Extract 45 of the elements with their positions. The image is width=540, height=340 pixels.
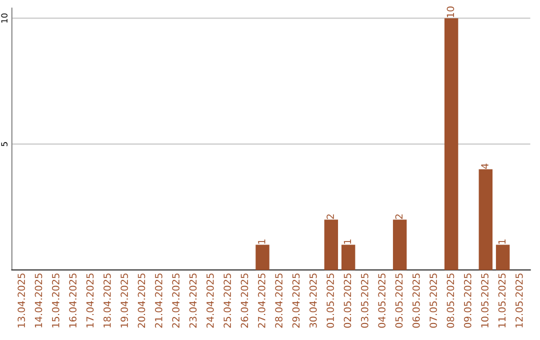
x-tick-label: 01.05.2025 [326,274,334,328]
x-tick-label: 13.04.2025 [18,274,25,328]
x-tick-label: 24.04.2025 [206,274,214,328]
x-tick-label: 03.05.2025 [360,274,368,328]
data-label: 2 [326,214,334,219]
x-tick-label: 18.04.2025 [103,274,111,328]
x-tick-label: 04.05.2025 [378,274,386,328]
bar [392,220,407,270]
x-tick-label: 05.05.2025 [395,274,403,328]
x-tick-label: 16.04.2025 [69,274,76,328]
x-tick-label: 11.05.2025 [498,274,506,328]
data-label: 4 [481,164,488,169]
x-tick-label: 29.04.2025 [292,274,300,328]
x-tick-label: 26.04.2025 [240,274,248,328]
x-tick-label: 30.04.2025 [309,274,317,328]
x-tick-label: 02.05.2025 [344,274,352,328]
x-tick-label: 20.04.2025 [138,274,146,328]
x-tick-label: 08.05.2025 [446,274,454,328]
y-tick-label: 5 [1,142,8,146]
bar [341,244,356,270]
bar [444,18,458,270]
x-tick-label: 17.04.2025 [86,274,94,328]
x-tick-label: 12.05.2025 [515,274,523,328]
bar [256,244,270,270]
x-tick-label: 25.04.2025 [224,274,231,328]
bar [478,169,493,270]
bar [496,244,510,270]
x-tick-label: 22.04.2025 [172,274,180,328]
x-tick-label: 06.05.2025 [412,274,420,328]
x-tick-label: 15.04.2025 [52,274,60,328]
data-label: 1 [258,240,266,244]
x-tick-label: 21.04.2025 [154,274,162,328]
x-tick-label: 19.04.2025 [120,274,128,328]
x-tick-label: 28.04.2025 [275,274,282,328]
x-tick-label: 14.04.2025 [34,274,42,328]
data-label: 1 [498,240,506,244]
x-tick-label: 07.05.2025 [430,274,437,328]
data-label: 10 [446,6,454,18]
x-tick-label: 27.04.2025 [258,274,266,328]
bar [324,220,338,270]
data-label: 1 [344,240,352,244]
data-label: 2 [395,214,403,219]
x-tick-label: 09.05.2025 [464,274,472,328]
x-tick-label: 23.04.2025 [189,274,197,328]
x-tick-label: 10.05.2025 [481,274,488,328]
